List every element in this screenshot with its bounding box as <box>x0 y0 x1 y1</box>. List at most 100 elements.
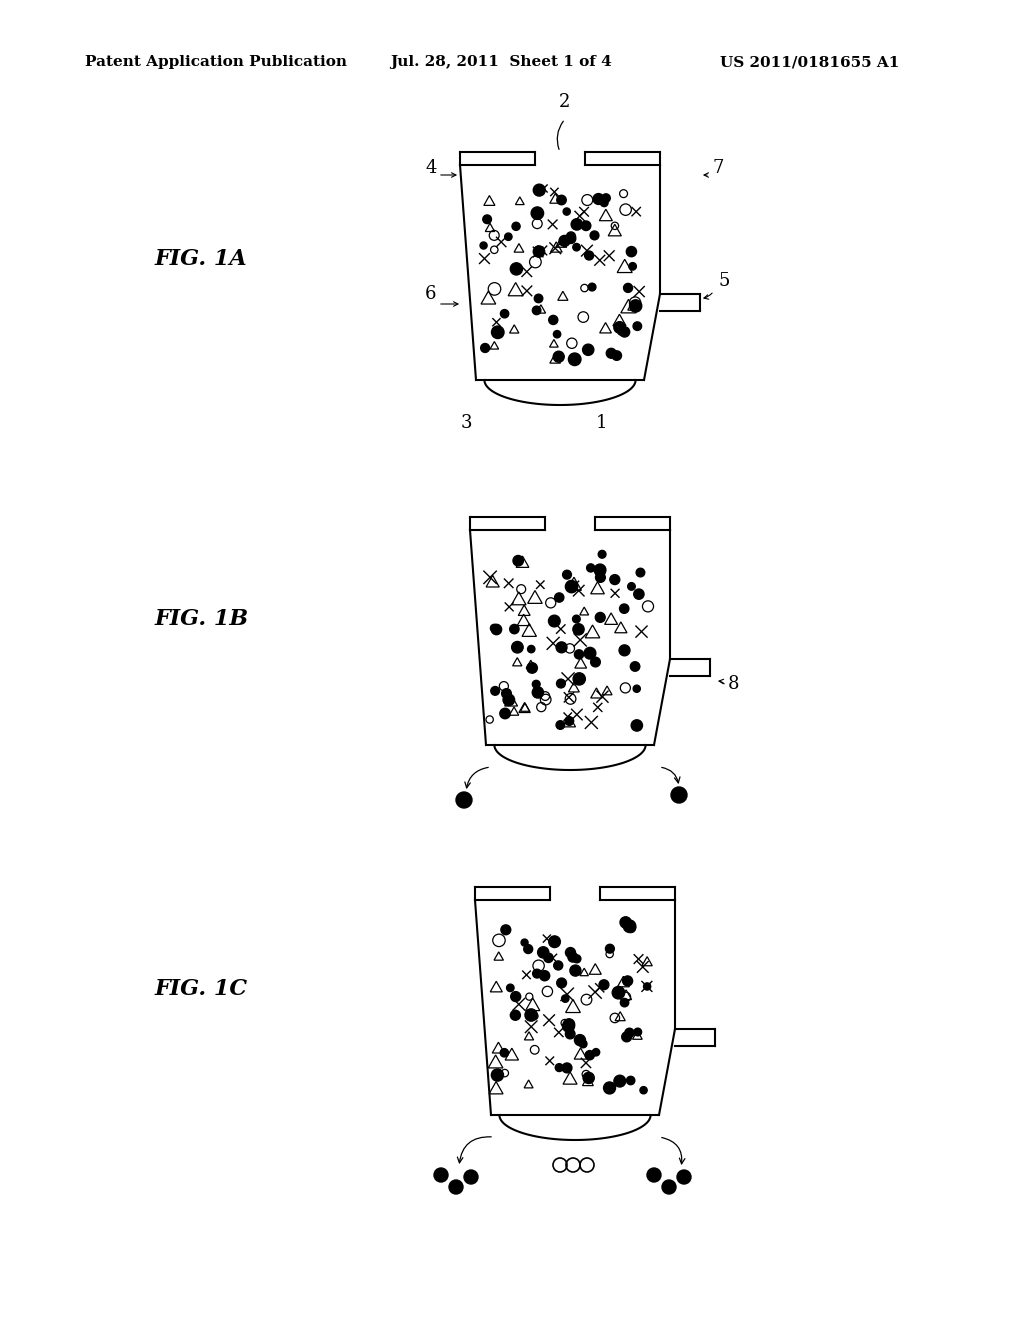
Circle shape <box>505 234 512 240</box>
Circle shape <box>629 263 636 271</box>
Circle shape <box>621 998 629 1007</box>
Circle shape <box>622 1032 632 1041</box>
Circle shape <box>535 294 543 302</box>
Circle shape <box>549 936 560 948</box>
Circle shape <box>538 946 549 958</box>
Circle shape <box>501 925 511 935</box>
Circle shape <box>557 978 566 987</box>
Circle shape <box>510 263 522 275</box>
Circle shape <box>603 1082 615 1094</box>
Circle shape <box>643 983 650 990</box>
Circle shape <box>563 1019 574 1030</box>
Text: 7: 7 <box>712 158 723 177</box>
Circle shape <box>593 194 604 205</box>
Circle shape <box>556 678 565 688</box>
Circle shape <box>595 612 605 622</box>
Circle shape <box>503 694 515 706</box>
Circle shape <box>627 247 637 256</box>
Circle shape <box>566 232 575 242</box>
Circle shape <box>501 310 509 318</box>
Circle shape <box>585 1051 594 1060</box>
Circle shape <box>456 792 472 808</box>
Circle shape <box>562 570 571 579</box>
Circle shape <box>620 327 630 337</box>
Circle shape <box>591 657 600 667</box>
Circle shape <box>532 969 542 978</box>
Circle shape <box>554 961 563 970</box>
Circle shape <box>553 330 561 338</box>
Circle shape <box>566 234 575 243</box>
Text: FIG. 1B: FIG. 1B <box>155 609 249 630</box>
Circle shape <box>627 1076 635 1085</box>
Text: 5: 5 <box>718 272 729 290</box>
Circle shape <box>527 663 538 673</box>
Circle shape <box>620 645 630 656</box>
Circle shape <box>592 1048 600 1056</box>
Circle shape <box>633 322 642 330</box>
Circle shape <box>574 649 584 659</box>
Circle shape <box>677 1170 691 1184</box>
Circle shape <box>434 1168 449 1181</box>
Circle shape <box>565 581 578 593</box>
Circle shape <box>511 991 520 1002</box>
Circle shape <box>568 352 581 366</box>
Circle shape <box>559 235 570 247</box>
Circle shape <box>510 1010 520 1020</box>
Circle shape <box>614 1076 626 1086</box>
Circle shape <box>636 568 645 577</box>
Text: FIG. 1A: FIG. 1A <box>155 248 248 271</box>
Circle shape <box>557 195 566 205</box>
Text: Patent Application Publication: Patent Application Publication <box>85 55 347 69</box>
Circle shape <box>613 322 626 333</box>
Circle shape <box>640 1086 647 1094</box>
Circle shape <box>570 965 581 975</box>
Circle shape <box>572 954 581 962</box>
Circle shape <box>633 685 640 692</box>
Circle shape <box>580 1040 587 1048</box>
Circle shape <box>647 1168 662 1181</box>
Circle shape <box>630 300 642 312</box>
Circle shape <box>671 787 687 803</box>
Circle shape <box>549 615 560 627</box>
Circle shape <box>492 624 502 635</box>
Circle shape <box>549 315 558 325</box>
Circle shape <box>599 979 609 990</box>
Circle shape <box>490 624 498 632</box>
Circle shape <box>556 721 564 730</box>
Circle shape <box>625 1028 634 1038</box>
Circle shape <box>571 219 583 230</box>
Circle shape <box>596 573 605 582</box>
Circle shape <box>523 945 532 953</box>
Circle shape <box>572 615 581 623</box>
Circle shape <box>565 1030 575 1039</box>
Circle shape <box>563 209 570 215</box>
Circle shape <box>562 1020 574 1032</box>
Circle shape <box>600 199 608 207</box>
Circle shape <box>662 1180 676 1195</box>
Circle shape <box>480 242 487 249</box>
Circle shape <box>540 970 550 981</box>
Circle shape <box>617 327 625 335</box>
Text: FIG. 1C: FIG. 1C <box>155 978 248 1001</box>
Circle shape <box>634 1028 642 1036</box>
Circle shape <box>464 1170 478 1184</box>
Circle shape <box>620 605 629 614</box>
Circle shape <box>612 986 625 999</box>
Circle shape <box>582 220 591 231</box>
Circle shape <box>612 351 622 360</box>
Circle shape <box>620 917 631 928</box>
Circle shape <box>510 624 519 634</box>
Circle shape <box>512 222 520 231</box>
Circle shape <box>628 582 635 590</box>
Circle shape <box>623 975 633 986</box>
Circle shape <box>626 923 636 932</box>
Circle shape <box>587 564 595 572</box>
Circle shape <box>492 1069 504 1081</box>
Circle shape <box>598 550 606 558</box>
Circle shape <box>502 689 511 698</box>
Circle shape <box>568 952 578 962</box>
Circle shape <box>565 948 575 957</box>
Text: 4: 4 <box>425 158 436 177</box>
Circle shape <box>605 944 614 953</box>
Text: 3: 3 <box>460 414 472 432</box>
